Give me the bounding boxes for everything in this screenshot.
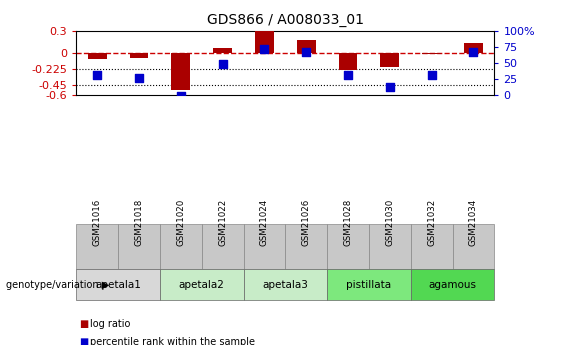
- Text: GSM21020: GSM21020: [176, 199, 185, 246]
- Point: [218, 61, 227, 67]
- Text: GSM21022: GSM21022: [218, 199, 227, 246]
- Bar: [380, 52, 399, 67]
- Text: genotype/variation ▶: genotype/variation ▶: [6, 280, 109, 289]
- Bar: [338, 52, 358, 70]
- Text: GSM21034: GSM21034: [469, 199, 478, 246]
- Point: [176, 93, 185, 99]
- Text: pistillata: pistillata: [346, 280, 392, 289]
- Text: apetala3: apetala3: [262, 280, 308, 289]
- Bar: [464, 43, 483, 52]
- Text: apetala2: apetala2: [179, 280, 225, 289]
- Bar: [422, 52, 441, 54]
- Point: [469, 49, 478, 55]
- Text: GSM21028: GSM21028: [344, 199, 353, 246]
- Bar: [213, 48, 232, 52]
- Point: [260, 46, 269, 52]
- Text: agamous: agamous: [429, 280, 476, 289]
- Text: GSM21024: GSM21024: [260, 199, 269, 246]
- Text: GSM21016: GSM21016: [93, 199, 102, 246]
- Bar: [297, 40, 316, 52]
- Text: GSM21018: GSM21018: [134, 199, 144, 246]
- Point: [302, 49, 311, 55]
- Text: ■: ■: [79, 319, 88, 329]
- Text: ■: ■: [79, 337, 88, 345]
- Bar: [171, 52, 190, 90]
- Text: apetala1: apetala1: [95, 280, 141, 289]
- Text: GSM21026: GSM21026: [302, 199, 311, 246]
- Text: percentile rank within the sample: percentile rank within the sample: [90, 337, 255, 345]
- Point: [134, 76, 144, 81]
- Bar: [88, 52, 107, 59]
- Point: [344, 72, 353, 78]
- Text: log ratio: log ratio: [90, 319, 131, 329]
- Text: GSM21032: GSM21032: [427, 199, 436, 246]
- Text: GSM21030: GSM21030: [385, 199, 394, 246]
- Bar: [129, 52, 149, 58]
- Point: [93, 72, 102, 78]
- Bar: [255, 31, 274, 52]
- Point: [427, 72, 436, 78]
- Title: GDS866 / A008033_01: GDS866 / A008033_01: [207, 13, 364, 27]
- Point: [385, 84, 394, 90]
